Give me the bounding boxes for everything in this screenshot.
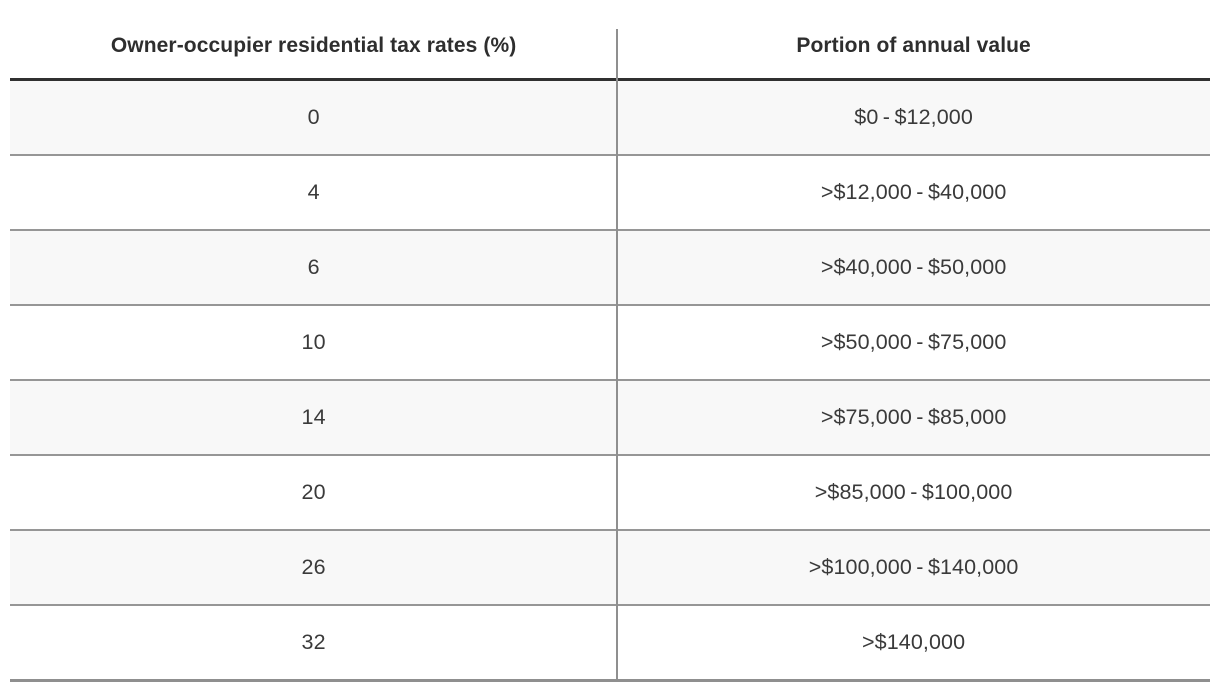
annual-value-cell: >$50,000 - $75,000 (617, 305, 1210, 381)
annual-value-cell: >$100,000 - $140,000 (617, 530, 1210, 606)
tax-rates-table-container: Owner-occupier residential tax rates (%)… (10, 14, 1210, 682)
table-row: 6 >$40,000 - $50,000 (10, 230, 1210, 306)
table-row: 0 $0 - $12,000 (10, 79, 1210, 156)
table-row: 32 >$140,000 (10, 605, 1210, 682)
tax-rate-cell: 6 (10, 230, 618, 306)
tax-rate-cell: 0 (10, 79, 618, 156)
annual-value-cell: >$75,000 - $85,000 (617, 380, 1210, 456)
tax-rate-cell: 4 (10, 155, 618, 231)
tax-rate-cell: 10 (10, 305, 618, 381)
tax-rate-cell: 20 (10, 455, 618, 531)
annual-value-cell: $0 - $12,000 (617, 79, 1210, 156)
tax-rates-table: Owner-occupier residential tax rates (%)… (10, 14, 1210, 682)
table-row: 4 >$12,000 - $40,000 (10, 155, 1210, 231)
table-body: 0 $0 - $12,000 4 >$12,000 - $40,000 6 >$40,00… (10, 79, 1210, 682)
annual-value-cell: >$12,000 - $40,000 (617, 155, 1210, 231)
annual-value-cell: >$40,000 - $50,000 (617, 230, 1210, 306)
table-row: 10 >$50,000 - $75,000 (10, 305, 1210, 381)
tax-rate-cell: 14 (10, 380, 618, 456)
table-row: 20 >$85,000 - $100,000 (10, 455, 1210, 531)
table-row: 14 >$75,000 - $85,000 (10, 380, 1210, 456)
tax-rate-cell: 26 (10, 530, 618, 606)
header-portion-of-annual-value: Portion of annual value (617, 14, 1210, 81)
header-row: Owner-occupier residential tax rates (%)… (10, 14, 1210, 81)
tax-rate-cell: 32 (10, 605, 618, 682)
table-row: 26 >$100,000 - $140,000 (10, 530, 1210, 606)
annual-value-cell: >$140,000 (617, 605, 1210, 682)
annual-value-cell: >$85,000 - $100,000 (617, 455, 1210, 531)
header-owner-occupier-tax-rates: Owner-occupier residential tax rates (%) (10, 14, 618, 81)
